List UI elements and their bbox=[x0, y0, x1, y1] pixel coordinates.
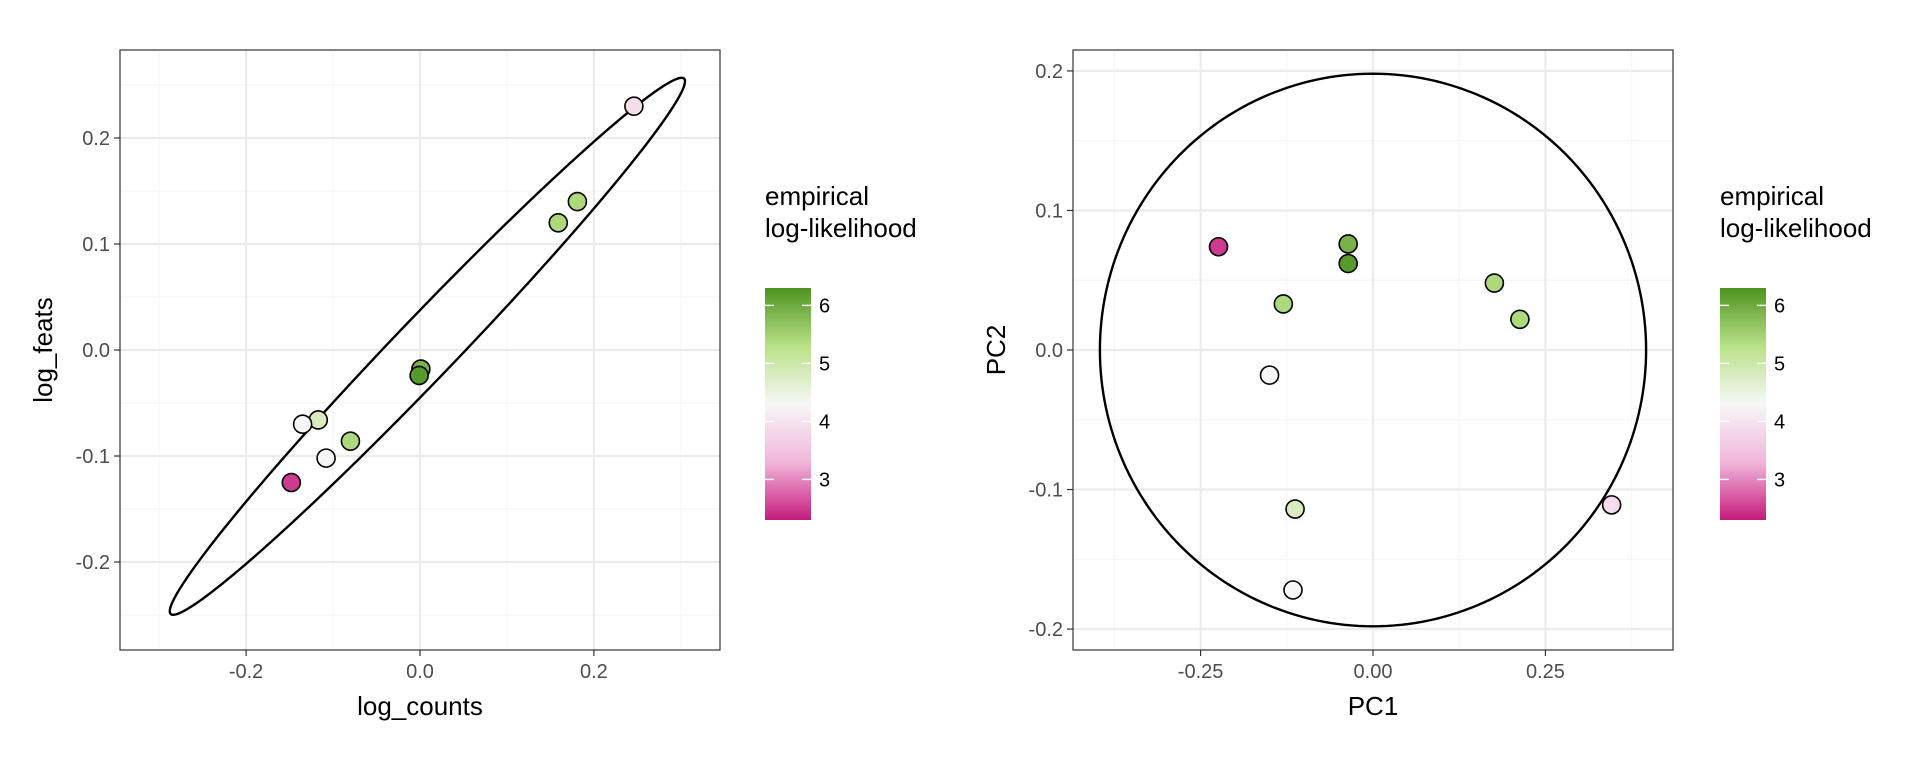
y-tick-label: 0.0 bbox=[1035, 340, 1063, 362]
panel-2-y-axis-title: PC2 bbox=[981, 325, 1011, 376]
y-tick-label: 0.0 bbox=[82, 340, 110, 362]
data-point bbox=[1338, 253, 1358, 274]
panel-1-grid bbox=[120, 50, 720, 650]
data-point bbox=[1484, 273, 1505, 293]
legend-tick-label: 5 bbox=[819, 353, 830, 375]
legend-tick-label: 4 bbox=[819, 411, 830, 433]
x-tick-label: 0.2 bbox=[580, 661, 608, 683]
panel-2-x-ticks: -0.25 0.00 0.25 bbox=[1178, 650, 1565, 683]
data-point bbox=[1283, 580, 1303, 600]
x-tick-label: 0.00 bbox=[1354, 661, 1393, 683]
panel-1-confidence-ellipse bbox=[168, 76, 687, 616]
panel-1-x-ticks: -0.2 0.0 0.2 bbox=[229, 650, 608, 683]
data-point bbox=[1601, 495, 1622, 515]
data-point bbox=[1273, 294, 1294, 314]
legend-2-ticks: 3 4 5 6 bbox=[1720, 295, 1785, 491]
data-point bbox=[409, 365, 429, 386]
panel-1-y-ticks: 0.2 0.1 0.0 -0.1 -0.2 bbox=[76, 128, 120, 574]
legend-tick-label: 3 bbox=[1774, 469, 1785, 491]
legend-2-title-line2: log-likelihood bbox=[1720, 213, 1872, 243]
data-point bbox=[316, 448, 336, 468]
legend-1: empirical log-likelihood 3 4 5 6 bbox=[765, 181, 917, 520]
x-tick-label: 0.0 bbox=[406, 661, 434, 683]
data-point bbox=[1285, 499, 1305, 519]
legend-1-title-line2: log-likelihood bbox=[765, 213, 917, 243]
x-tick-label: -0.2 bbox=[229, 661, 263, 683]
legend-1-colorbar bbox=[765, 288, 811, 520]
legend-tick-label: 3 bbox=[819, 469, 830, 491]
y-tick-label: -0.2 bbox=[1029, 619, 1063, 641]
data-point bbox=[624, 96, 644, 116]
data-point bbox=[1338, 234, 1358, 254]
panel-2-x-axis-title: PC1 bbox=[1348, 691, 1399, 721]
legend-tick-label: 6 bbox=[1774, 295, 1785, 317]
panel-1-x-axis-title: log_counts bbox=[357, 691, 483, 721]
y-tick-label: -0.1 bbox=[76, 446, 110, 468]
panel-2-grid bbox=[1073, 50, 1673, 650]
y-tick-label: 0.1 bbox=[82, 234, 110, 256]
data-point bbox=[292, 414, 313, 435]
y-tick-label: 0.1 bbox=[1035, 200, 1063, 222]
data-point bbox=[1208, 236, 1229, 257]
data-point bbox=[548, 212, 569, 233]
legend-tick-label: 4 bbox=[1774, 411, 1785, 433]
data-point bbox=[1510, 309, 1530, 330]
panel-2-points bbox=[1208, 234, 1622, 600]
data-point bbox=[567, 191, 588, 212]
y-tick-label: -0.1 bbox=[1029, 480, 1063, 502]
panel-2-y-ticks: 0.2 0.1 0.0 -0.1 -0.2 bbox=[1029, 61, 1073, 641]
scatter-panel-2: -0.25 0.00 0.25 0.2 0.1 0.0 -0.1 -0.2 PC1 PC2 bbox=[981, 49, 1674, 721]
data-point bbox=[1259, 365, 1280, 385]
x-tick-label: -0.25 bbox=[1178, 661, 1224, 683]
data-point bbox=[340, 431, 361, 451]
legend-1-ticks: 3 4 5 6 bbox=[765, 295, 830, 491]
panel-1-points bbox=[281, 96, 644, 493]
y-tick-label: 0.2 bbox=[82, 128, 110, 150]
legend-tick-label: 6 bbox=[819, 295, 830, 317]
legend-2-colorbar bbox=[1720, 288, 1766, 520]
legend-2: empirical log-likelihood 3 4 5 6 bbox=[1720, 181, 1872, 520]
scatter-panel-1: -0.2 0.0 0.2 0.20.10.0-0.1-0.2 log_counts … bbox=[28, 49, 721, 721]
panel-1-y-axis-title: log_feats bbox=[28, 297, 58, 403]
legend-2-title-line1: empirical bbox=[1720, 181, 1824, 211]
legend-1-title-line1: empirical bbox=[765, 181, 869, 211]
y-tick-label: -0.2 bbox=[76, 552, 110, 574]
x-tick-label: 0.25 bbox=[1526, 661, 1565, 683]
data-point bbox=[281, 472, 302, 493]
y-tick-label: 0.2 bbox=[1035, 61, 1063, 83]
legend-tick-label: 5 bbox=[1774, 353, 1785, 375]
panel-2-confidence-ellipse bbox=[1098, 72, 1648, 628]
